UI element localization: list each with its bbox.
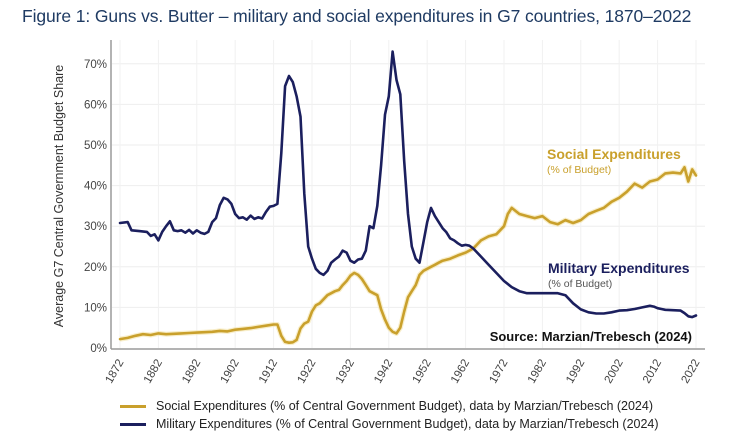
legend-item-social: Social Expenditures (% of Central Govern… (120, 399, 653, 413)
series-lines (118, 50, 699, 346)
x-tick-label: 2012 (641, 358, 664, 386)
y-tick-label: 40% (84, 181, 107, 193)
x-tick-labels: 1872 1882 1892 1902 1912 1922 1932 1942 1952 1962… (103, 358, 702, 386)
x-tick-label: 1872 (103, 358, 126, 386)
social-annotation-sub: (% of Budget) (547, 164, 611, 176)
legend-swatch-military (120, 422, 146, 426)
legend-label-military: Military Expenditures (% of Central Gove… (156, 417, 659, 431)
x-tick-label: 1992 (564, 358, 587, 386)
y-tick-label: 10% (84, 302, 107, 314)
x-tick-label: 1902 (219, 358, 242, 386)
y-tick-labels: 0% 10% 20% 30% 40% 50% 60% 70% (84, 59, 107, 355)
x-tick-label: 2022 (679, 358, 702, 386)
gridlines (112, 40, 705, 348)
y-axis-label: Average G7 Central Government Budget Sha… (52, 65, 66, 327)
x-tick-label: 1942 (372, 358, 395, 386)
x-tick-label: 1982 (526, 358, 549, 386)
x-tick-label: 1962 (449, 358, 472, 386)
y-tick-label: 30% (84, 221, 107, 233)
x-tick-label: 1972 (487, 358, 510, 386)
y-tick-label: 60% (84, 99, 107, 111)
annotations: Social Expenditures (% of Budget) Milita… (490, 146, 692, 344)
military-annotation-title: Military Expenditures (548, 260, 690, 276)
y-tick-label: 0% (90, 343, 107, 355)
social-annotation-title: Social Expenditures (547, 146, 681, 162)
x-tick-label: 2002 (603, 358, 626, 386)
social-line-glow (119, 164, 699, 346)
y-tick-label: 20% (84, 262, 107, 274)
axes (110, 40, 705, 350)
y-tick-label: 70% (84, 59, 107, 71)
x-tick-label: 1892 (180, 358, 203, 386)
military-annotation-sub: (% of Budget) (548, 278, 612, 290)
x-tick-label: 1922 (295, 358, 318, 386)
chart-title: Figure 1: Guns vs. Butter – military and… (22, 6, 692, 26)
x-tick-label: 1932 (334, 358, 357, 386)
y-tick-label: 50% (84, 140, 107, 152)
x-tick-label: 1952 (411, 358, 434, 386)
x-tick-label: 1882 (142, 358, 165, 386)
legend-swatch-social (120, 404, 146, 408)
social-expenditures-line (118, 166, 698, 345)
legend-label-social: Social Expenditures (% of Central Govern… (156, 399, 654, 413)
source-note: Source: Marzian/Trebesch (2024) (490, 329, 692, 344)
x-tick-label: 1912 (257, 358, 280, 386)
legend-item-military: Military Expenditures (% of Central Gove… (120, 417, 659, 431)
